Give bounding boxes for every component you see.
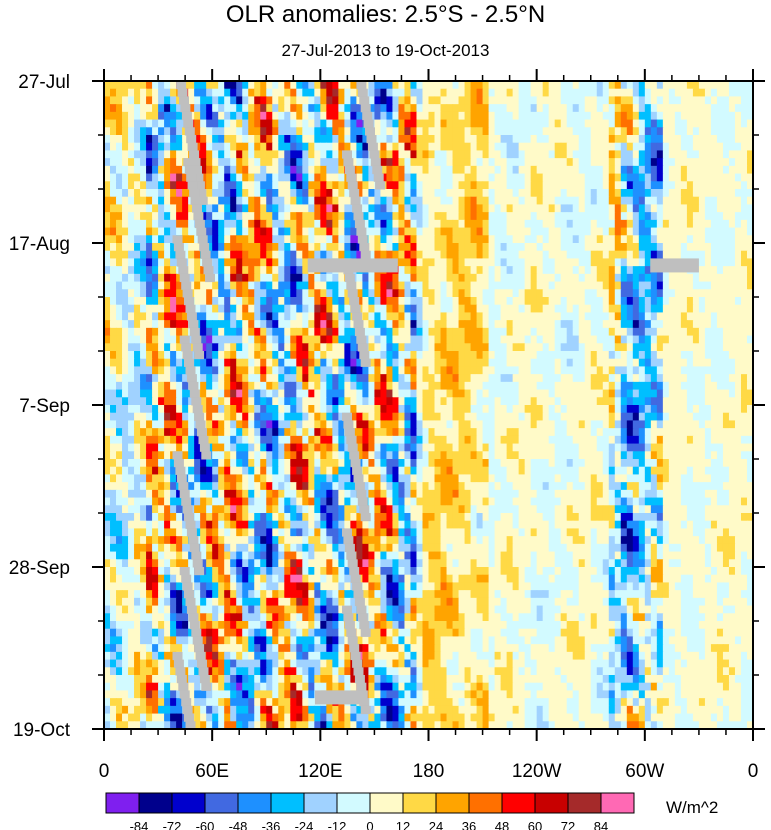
colorbar-swatch xyxy=(270,792,305,814)
colorbar: -84 -72 -60 -48 -36 -24 -12 0 12 24 36 48 60 72 84 xyxy=(105,792,635,830)
colorbar-label: -12 xyxy=(328,819,347,830)
x-tick-label: 180 xyxy=(413,761,445,782)
colorbar-label: 12 xyxy=(396,819,410,830)
x-tick-label: 0 xyxy=(99,761,110,782)
colorbar-label: 24 xyxy=(429,819,443,830)
colorbar-label: -36 xyxy=(262,819,281,830)
y-tick-label: 17-Aug xyxy=(9,234,70,255)
colorbar-label: -84 xyxy=(130,819,149,830)
missing-data-patches xyxy=(172,81,699,729)
colorbar-label: 48 xyxy=(495,819,509,830)
colorbar-label: -60 xyxy=(196,819,215,830)
x-tick-label: 60W xyxy=(625,761,664,782)
colorbar-swatch xyxy=(105,792,140,814)
colorbar-swatch xyxy=(567,792,602,814)
x-tick-label: 120W xyxy=(512,761,562,782)
colorbar-swatch xyxy=(303,792,338,814)
colorbar-label: 60 xyxy=(528,819,542,830)
colorbar-swatch xyxy=(138,792,173,814)
colorbar-swatch xyxy=(468,792,503,814)
colorbar-label: 36 xyxy=(462,819,476,830)
x-tick-label: 60E xyxy=(195,761,229,782)
colorbar-swatch xyxy=(204,792,239,814)
colorbar-label: 84 xyxy=(594,819,608,830)
anomaly-field xyxy=(104,81,753,729)
colorbar-swatch xyxy=(534,792,569,814)
colorbar-swatch xyxy=(237,792,272,814)
colorbar-swatch xyxy=(336,792,371,814)
x-tick-label: 120E xyxy=(298,761,342,782)
y-tick-label: 7-Sep xyxy=(19,396,70,417)
colorbar-label: 72 xyxy=(561,819,575,830)
x-tick-label: 0 xyxy=(748,761,759,782)
colorbar-label: -24 xyxy=(295,819,314,830)
colorbar-swatch xyxy=(369,792,404,814)
y-tick-label: 28-Sep xyxy=(9,558,70,579)
colorbar-swatch xyxy=(402,792,437,814)
colorbar-swatch xyxy=(171,792,206,814)
colorbar-label: 0 xyxy=(366,819,373,830)
colorbar-units: W/m^2 xyxy=(666,798,719,817)
colorbar-label: -72 xyxy=(163,819,182,830)
axes: 0 60E 120E 180 120W 60W 0 27-Jul 17-Aug 7-Sep 28-S… xyxy=(9,69,765,782)
colorbar-label: -48 xyxy=(229,819,248,830)
chart-title: OLR anomalies: 2.5°S - 2.5°N xyxy=(225,1,546,28)
chart-subtitle: 27-Jul-2013 to 19-Oct-2013 xyxy=(281,41,490,60)
y-tick-label: 27-Jul xyxy=(18,72,70,93)
colorbar-swatch xyxy=(501,792,536,814)
colorbar-swatch xyxy=(600,792,635,814)
colorbar-swatch xyxy=(435,792,470,814)
y-tick-label: 19-Oct xyxy=(13,720,71,741)
